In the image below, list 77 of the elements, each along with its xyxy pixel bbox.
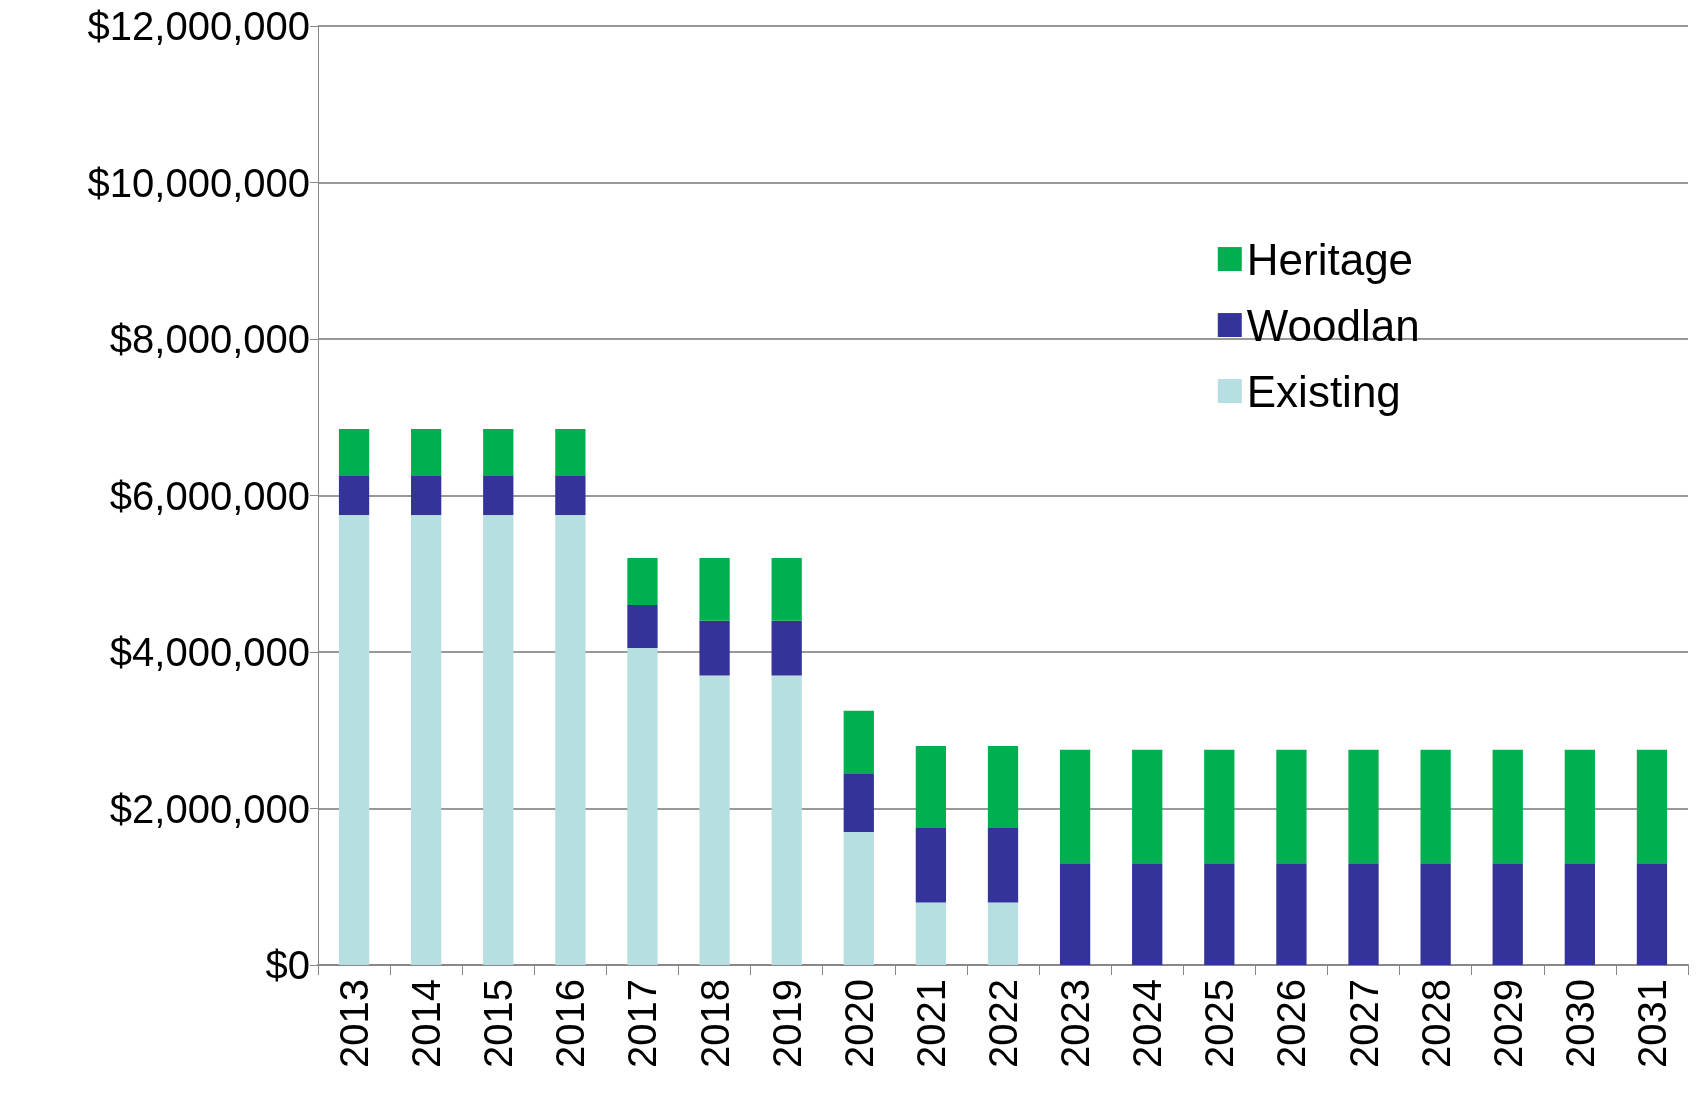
- x-tick-label: 2021: [908, 979, 953, 1068]
- bar: [987, 828, 1019, 903]
- bar: [1636, 863, 1668, 965]
- x-tick-label: 2014: [404, 979, 449, 1068]
- bar: [1276, 749, 1307, 864]
- legend-label: Woodlan: [1246, 300, 1420, 350]
- bar: [699, 558, 730, 621]
- bar: [1636, 749, 1668, 864]
- bar: [555, 428, 586, 476]
- x-tick-label: 2023: [1053, 979, 1098, 1068]
- y-tick-label: $12,000,000: [87, 4, 310, 48]
- bar: [699, 675, 730, 965]
- bar: [411, 428, 442, 476]
- bar: [555, 475, 586, 516]
- y-tick-label: $6,000,000: [109, 473, 310, 518]
- bar: [555, 515, 586, 965]
- x-tick-label: 2020: [836, 979, 881, 1068]
- x-tick-label: 2015: [476, 979, 521, 1068]
- bar: [483, 475, 514, 516]
- x-tick-label: 2017: [620, 979, 665, 1068]
- bar: [627, 605, 658, 649]
- bar: [843, 831, 874, 965]
- bar: [771, 620, 802, 676]
- bar: [1420, 749, 1451, 864]
- x-tick-label: 2026: [1269, 979, 1314, 1068]
- x-tick-label: 2022: [981, 979, 1025, 1068]
- bar: [843, 773, 874, 832]
- bar: [915, 828, 947, 903]
- bar: [987, 902, 1019, 965]
- bar: [338, 515, 370, 965]
- bar: [843, 710, 874, 774]
- x-tick-label: 2028: [1413, 979, 1458, 1068]
- bar: [338, 428, 370, 476]
- bar: [411, 475, 442, 516]
- x-tick-label: 2025: [1197, 979, 1242, 1068]
- bar: [338, 475, 370, 516]
- bar: [1059, 749, 1091, 864]
- x-tick-label: 2027: [1341, 979, 1386, 1068]
- x-tick-label: 2030: [1557, 979, 1602, 1068]
- bar: [915, 745, 947, 829]
- y-tick-label: $2,000,000: [109, 786, 310, 831]
- bar: [1348, 749, 1379, 864]
- x-tick-label: 2018: [692, 979, 737, 1068]
- y-tick-label: $4,000,000: [109, 630, 310, 674]
- bar: [483, 428, 514, 476]
- bar: [1420, 863, 1451, 965]
- bar: [699, 620, 730, 676]
- x-tick-label: 2029: [1485, 979, 1530, 1068]
- bar: [1348, 863, 1379, 965]
- x-tick-label: 2016: [548, 979, 593, 1068]
- legend-label: Existing: [1246, 366, 1401, 416]
- bar: [1564, 749, 1595, 864]
- x-tick-label: 2024: [1125, 979, 1170, 1068]
- bar: [483, 515, 514, 965]
- bar: [915, 902, 947, 965]
- bar: [1492, 749, 1523, 864]
- bar: [411, 515, 442, 965]
- bar: [1132, 863, 1163, 965]
- legend-label: Heritage: [1246, 234, 1414, 284]
- x-tick-label: 2013: [332, 979, 377, 1068]
- bar: [1132, 749, 1163, 864]
- x-tick-label: 2019: [764, 979, 809, 1068]
- bar: [1204, 749, 1235, 864]
- bar: [1059, 863, 1091, 965]
- x-tick-label: 2031: [1629, 979, 1674, 1068]
- bar: [1204, 863, 1235, 965]
- bar: [1492, 863, 1523, 965]
- bar: [1564, 863, 1595, 965]
- bar: [987, 745, 1019, 829]
- y-tick-label: $8,000,000: [109, 317, 310, 361]
- bar: [627, 558, 658, 606]
- y-tick-label: $0: [265, 943, 310, 987]
- bar: [771, 675, 802, 965]
- bar: [1276, 863, 1307, 965]
- bar: [627, 648, 658, 965]
- bar: [771, 558, 802, 621]
- y-tick-label: $10,000,000: [87, 160, 310, 205]
